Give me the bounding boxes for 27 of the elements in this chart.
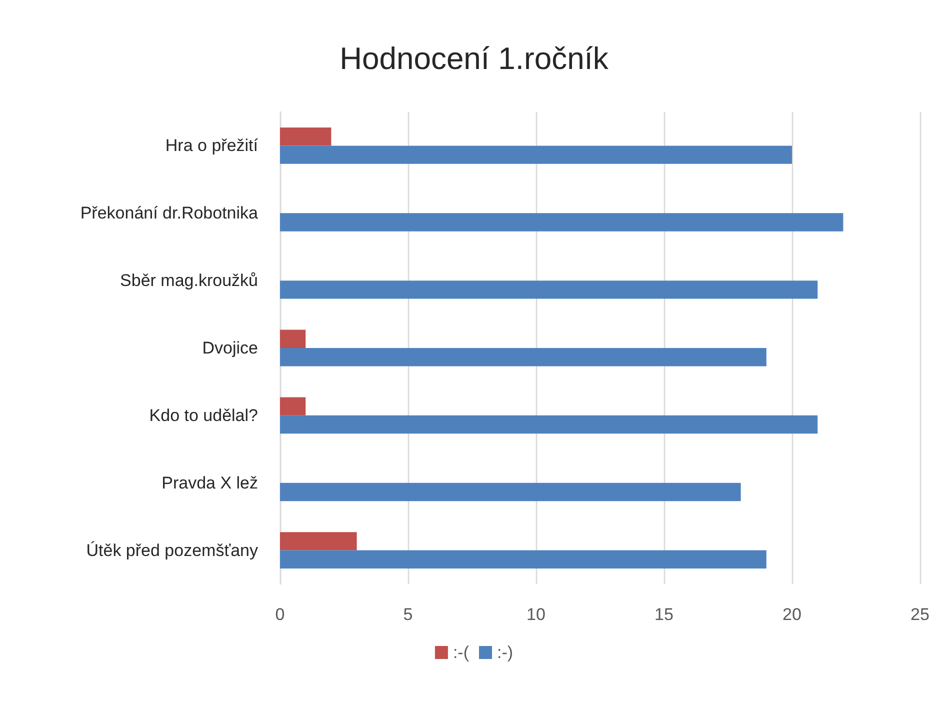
bar (280, 415, 818, 434)
y-tick-label: Útěk před pozemšťany (86, 540, 258, 560)
y-tick-label: Překonání dr.Robotnika (80, 204, 259, 223)
x-tick-label: 20 (782, 605, 802, 624)
bar (280, 128, 332, 146)
bar (280, 348, 766, 366)
y-tick-label: Kdo to udělal? (149, 406, 258, 425)
bar (280, 550, 766, 568)
bar (280, 280, 818, 299)
legend-label: :-) (497, 643, 514, 662)
bar (280, 482, 741, 502)
bar (280, 213, 844, 232)
bar (280, 397, 306, 416)
y-tick-label: Hra o přežití (165, 136, 258, 156)
y-tick-label: Pravda X lež (162, 473, 258, 492)
x-tick-label: 25 (910, 605, 930, 624)
x-tick-label: 5 (403, 605, 413, 624)
x-tick-label: 15 (654, 605, 674, 624)
legend-label: :-( (452, 643, 470, 662)
y-tick-label: Sběr mag.kroužků (120, 271, 258, 290)
bar (280, 330, 306, 348)
x-tick-label: 10 (526, 605, 546, 624)
chart-title: Hodnocení 1.ročník (340, 41, 609, 76)
bar (280, 146, 792, 164)
x-tick-label: 0 (275, 605, 285, 624)
bar (280, 532, 357, 550)
y-tick-label: Dvojice (202, 338, 258, 358)
